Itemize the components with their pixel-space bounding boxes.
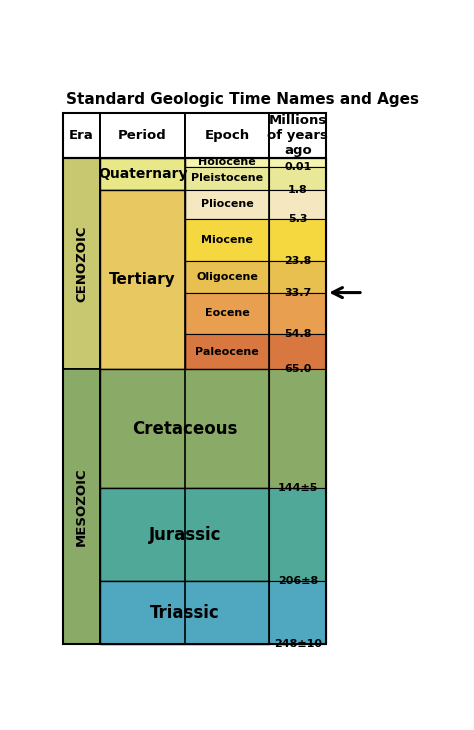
Bar	[100, 190, 185, 369]
Text: Tertiary: Tertiary	[109, 272, 176, 288]
Text: Standard Geologic Time Names and Ages: Standard Geologic Time Names and Ages	[66, 92, 419, 107]
Text: Period: Period	[118, 129, 167, 142]
Bar	[269, 190, 326, 219]
Bar	[100, 158, 185, 190]
Text: Epoch: Epoch	[205, 129, 250, 142]
Text: Cretaceous: Cretaceous	[132, 420, 237, 438]
Bar	[185, 261, 269, 293]
Text: 65.0: 65.0	[284, 364, 311, 374]
Text: Pliocene: Pliocene	[201, 199, 254, 210]
Bar	[100, 581, 269, 644]
Text: Triassic: Triassic	[150, 604, 220, 621]
Text: 248±10: 248±10	[274, 639, 322, 649]
Text: 33.7: 33.7	[284, 288, 311, 298]
Text: 1.8: 1.8	[288, 185, 308, 195]
Bar	[185, 158, 269, 167]
Text: 0.01: 0.01	[284, 162, 311, 172]
Bar	[63, 158, 326, 644]
Text: Eocene: Eocene	[205, 308, 249, 318]
Bar	[269, 158, 326, 167]
Text: 206±8: 206±8	[278, 576, 318, 586]
Text: Pleistocene: Pleistocene	[191, 174, 263, 183]
Text: Paleocene: Paleocene	[195, 347, 259, 357]
Bar	[185, 113, 269, 158]
Bar	[269, 261, 326, 293]
Bar	[269, 113, 326, 158]
Text: MESOZOIC: MESOZOIC	[75, 467, 88, 546]
Text: 5.3: 5.3	[288, 214, 308, 224]
Bar	[100, 488, 269, 581]
Bar	[63, 113, 326, 158]
Bar	[269, 488, 326, 581]
Text: 23.8: 23.8	[284, 255, 311, 266]
Bar	[63, 113, 100, 158]
Text: Oligocene: Oligocene	[196, 272, 258, 282]
Bar	[269, 334, 326, 369]
Bar	[185, 334, 269, 369]
Bar	[269, 369, 326, 488]
Bar	[185, 167, 269, 190]
Bar	[63, 158, 100, 369]
Text: CENOZOIC: CENOZOIC	[75, 226, 88, 302]
Bar	[185, 190, 269, 219]
Bar	[100, 113, 185, 158]
Text: Millions
of years
ago: Millions of years ago	[267, 114, 328, 157]
Text: Jurassic: Jurassic	[148, 526, 221, 544]
Bar	[269, 219, 326, 261]
Text: 144±5: 144±5	[278, 483, 318, 493]
Bar	[100, 369, 269, 488]
Bar	[269, 293, 326, 334]
Bar	[185, 219, 269, 261]
Bar	[269, 167, 326, 190]
Text: Miocene: Miocene	[201, 235, 253, 245]
Text: Quaternary: Quaternary	[98, 167, 187, 181]
Text: Era: Era	[69, 129, 94, 142]
Text: Holocene: Holocene	[198, 158, 256, 167]
Text: 54.8: 54.8	[284, 329, 311, 339]
Bar	[269, 581, 326, 644]
Bar	[63, 369, 100, 644]
Bar	[185, 293, 269, 334]
